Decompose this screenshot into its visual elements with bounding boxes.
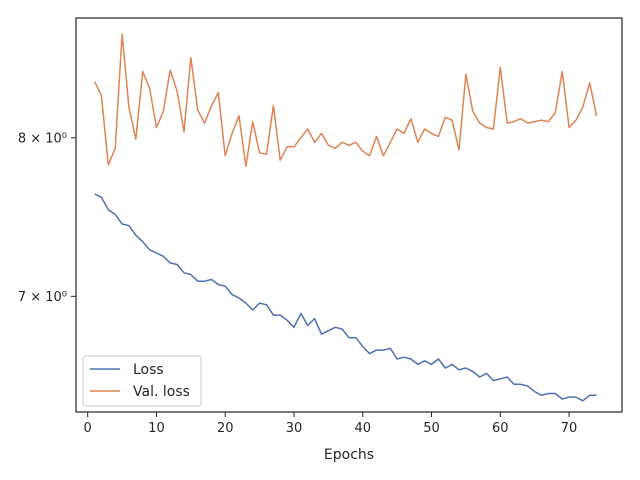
y-tick-label: 8 × 10⁰ xyxy=(18,131,67,146)
legend-label-val-loss: Val. loss xyxy=(133,384,190,400)
x-tick-label: 70 xyxy=(561,421,578,436)
x-tick-label: 60 xyxy=(492,421,509,436)
x-tick-label: 20 xyxy=(217,421,234,436)
x-tick-label: 30 xyxy=(286,421,303,436)
x-tick-label: 0 xyxy=(84,421,92,436)
x-tick-label: 10 xyxy=(148,421,165,436)
y-tick-label: 7 × 10⁰ xyxy=(18,290,67,305)
plot-area xyxy=(75,17,623,413)
x-axis-ticks: 0 10 20 30 40 50 60 70 xyxy=(84,412,578,436)
y-axis-ticks: 7 × 10⁰ 8 × 10⁰ xyxy=(18,131,76,305)
legend: Loss Val. loss xyxy=(82,355,202,407)
x-tick-label: 40 xyxy=(354,421,371,436)
series-line-val-loss xyxy=(93,33,598,168)
x-tick-label: 50 xyxy=(423,421,440,436)
series-line-loss xyxy=(94,193,597,402)
x-axis-label: Epochs xyxy=(324,447,374,463)
legend-label-loss: Loss xyxy=(133,362,164,378)
series-lines xyxy=(93,33,598,402)
